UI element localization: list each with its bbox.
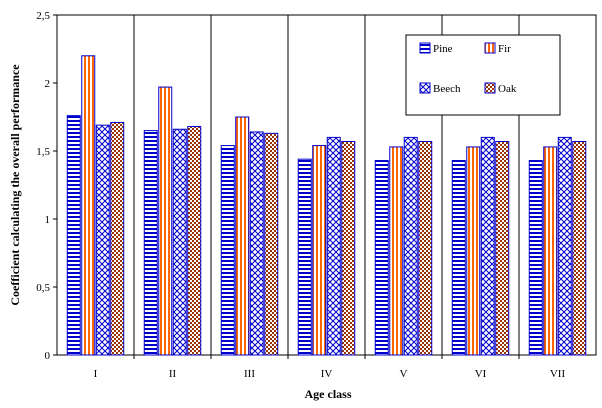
- legend: Pine Fir Beech Oak: [405, 34, 561, 116]
- legend-swatch-oak: [484, 82, 496, 94]
- x-tick-label: III: [244, 368, 255, 380]
- bar-beech-ii: [172, 128, 187, 356]
- bar-beech-i: [95, 124, 110, 356]
- bar-pine-iv: [297, 158, 312, 356]
- bar-beech-vii: [557, 136, 572, 356]
- legend-swatch-pine: [419, 42, 431, 54]
- bar-fir-iii: [235, 116, 250, 356]
- bar-oak-ii: [187, 126, 202, 356]
- bar-pine-vii: [528, 160, 543, 356]
- bar-fir-v: [389, 146, 404, 356]
- legend-label-fir: Fir: [498, 43, 511, 55]
- legend-swatch-beech: [419, 82, 431, 94]
- bar-fir-ii: [158, 86, 173, 356]
- bar-fir-iv: [312, 145, 327, 356]
- x-axis: I II III IV V VI VII: [94, 368, 566, 380]
- bar-pine-vi: [451, 160, 466, 356]
- y-axis: 0 0,5 1 1,5 2 2,5: [36, 10, 57, 362]
- bar-fir-vii: [543, 146, 558, 356]
- bar-beech-vi: [480, 136, 495, 356]
- bar-beech-v: [403, 136, 418, 356]
- x-tick-label: II: [169, 368, 177, 380]
- legend-swatch-fir: [484, 42, 496, 54]
- x-tick-label: V: [400, 368, 408, 380]
- legend-box: [405, 34, 561, 116]
- y-axis-title: Coefficient calculating the overall perf…: [8, 64, 22, 306]
- x-tick-label: VI: [475, 368, 487, 380]
- y-tick-label: 2,5: [36, 10, 50, 22]
- legend-label-pine: Pine: [433, 43, 453, 55]
- legend-label-beech: Beech: [433, 83, 461, 95]
- bar-pine-ii: [143, 130, 158, 356]
- y-tick-label: 1: [45, 214, 51, 226]
- bars: [66, 55, 587, 356]
- bar-oak-vii: [572, 140, 587, 356]
- y-tick-label: 2: [45, 78, 51, 90]
- x-tick-label: I: [94, 368, 98, 380]
- bar-pine-i: [66, 115, 81, 356]
- bar-oak-i: [110, 121, 125, 356]
- bar-oak-iv: [341, 140, 356, 356]
- x-tick-label: IV: [321, 368, 333, 380]
- bar-pine-iii: [220, 145, 235, 356]
- bar-beech-iii: [249, 131, 264, 356]
- bar-oak-iii: [264, 132, 279, 356]
- x-tick-label: VII: [550, 368, 566, 380]
- bar-beech-iv: [326, 136, 341, 356]
- legend-label-oak: Oak: [498, 83, 517, 95]
- bar-pine-v: [374, 160, 389, 356]
- bar-oak-v: [418, 140, 433, 356]
- x-axis-title: Age class: [305, 387, 352, 401]
- bar-fir-i: [81, 55, 96, 356]
- bar-fir-vi: [466, 146, 481, 356]
- y-tick-label: 0: [45, 350, 51, 362]
- y-tick-label: 0,5: [36, 282, 50, 294]
- bar-oak-vi: [495, 140, 510, 356]
- y-tick-label: 1,5: [36, 146, 50, 158]
